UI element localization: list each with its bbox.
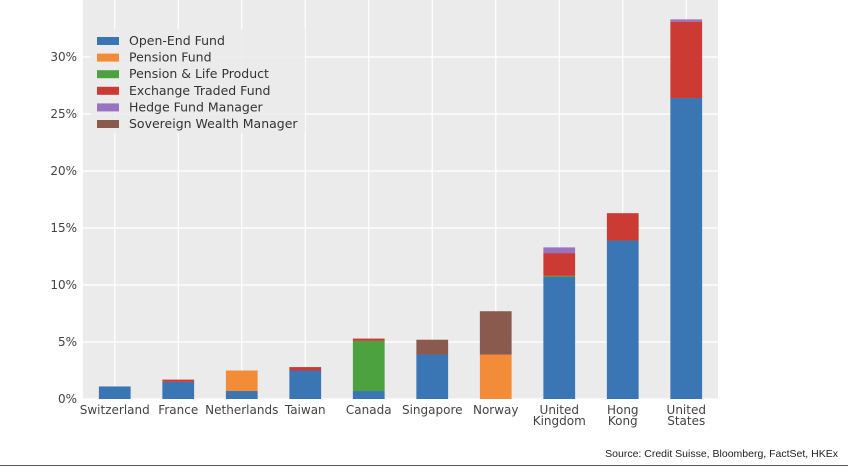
x-tick-label: Kong [608,414,638,428]
bar-singapore-open-end-fund [416,354,449,399]
x-tick-label: France [158,403,198,417]
bar-canada-exchange-traded-fund [352,338,385,341]
legend-swatch-open-end-fund [97,37,119,45]
y-tick-label: 10% [50,278,77,292]
bar-netherlands-open-end-fund [225,391,258,399]
legend-label-hedge-fund-manager: Hedge Fund Manager [129,99,264,114]
bar-united-kingdom-hedge-fund-manager [543,247,576,254]
legend-swatch-pension-fund [97,53,119,62]
bar-france-open-end-fund [162,381,195,399]
bottom-divider [0,465,848,466]
x-tick-label: United [540,403,579,417]
legend-swatch-exchange-traded-fund [97,86,119,95]
bar-hong-kong-exchange-traded-fund [606,213,639,241]
y-tick-label: 15% [50,221,77,235]
source-note: Source: Credit Suisse, Bloomberg, FactSe… [605,448,838,460]
legend-label-pension-life-product: Pension & Life Product [129,66,269,81]
x-tick-label: Canada [346,403,392,417]
x-tick-label: Hong [607,403,639,417]
bar-taiwan-exchange-traded-fund [289,367,322,371]
legend-label-pension-fund: Pension Fund [129,50,212,65]
x-tick-label: Netherlands [205,403,278,417]
x-tick-label: Switzerland [80,403,150,417]
bar-united-kingdom-pension-life-product [543,275,576,278]
bar-switzerland-open-end-fund [98,386,131,399]
bar-united-kingdom-open-end-fund [543,277,576,399]
x-tick-label: Kingdom [533,414,586,428]
bar-canada-pension-life-product [352,340,385,392]
x-tick-label: United [667,403,706,417]
bar-france-exchange-traded-fund [162,379,195,382]
bar-hong-kong-open-end-fund [606,240,639,399]
x-tick-label: Singapore [402,403,463,417]
legend-label-sovereign-wealth-manager: Sovereign Wealth Manager [129,116,298,131]
legend-swatch-hedge-fund-manager [97,103,119,112]
y-tick-label: 20% [50,164,77,178]
bar-united-kingdom-exchange-traded-fund [543,253,576,276]
legend-swatch-sovereign-wealth-manager [97,120,119,128]
bar-taiwan-open-end-fund [289,370,322,399]
legend-swatch-pension-life-product [97,70,119,79]
y-tick-label: 5% [58,335,77,349]
x-tick-label: Taiwan [284,403,326,417]
bar-united-states-exchange-traded-fund [670,21,703,99]
bar-norway-sovereign-wealth-manager [479,311,512,355]
y-tick-label: 30% [50,50,77,64]
legend-label-open-end-fund: Open-End Fund [129,33,225,48]
bar-norway-pension-fund [479,354,512,399]
bar-united-states-open-end-fund [670,98,703,399]
legend-box [91,29,305,133]
x-tick-label: Norway [473,403,519,417]
bar-netherlands-pension-fund [225,370,258,392]
legend-label-exchange-traded-fund: Exchange Traded Fund [129,83,270,98]
bar-united-states-hedge-fund-manager [670,19,703,22]
x-tick-label: States [667,414,705,428]
y-tick-label: 25% [50,107,77,121]
y-tick-label: 0% [58,392,77,406]
bar-canada-open-end-fund [352,391,385,399]
bar-singapore-sovereign-wealth-manager [416,339,449,355]
